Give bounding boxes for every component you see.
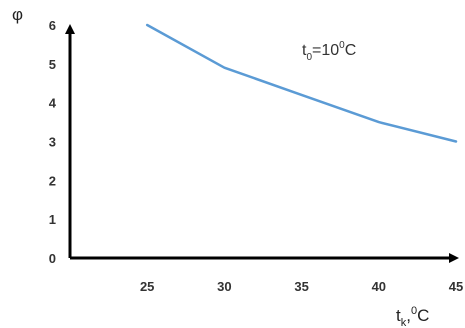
x-tick-labels: 25 30 35 40 45 <box>140 279 463 294</box>
annotation-sub: 0 <box>306 52 312 63</box>
y-axis-label: φ <box>12 5 23 24</box>
chart-annotation: t0=100C <box>302 40 356 63</box>
x-tick-label: 45 <box>449 279 463 294</box>
x-axis-label-unit: C <box>417 306 429 325</box>
y-tick-label: 0 <box>49 251 56 266</box>
y-tick-label: 4 <box>49 96 57 111</box>
y-tick-label: 3 <box>49 135 56 150</box>
y-tick-label: 2 <box>49 173 56 188</box>
x-axis-label-sep: , <box>406 306 411 325</box>
annotation-eq: =10 <box>312 42 339 59</box>
series-group <box>145 23 458 143</box>
x-axis-label-sub: k <box>401 317 407 328</box>
y-tick-labels: 0 1 2 3 4 5 6 <box>49 18 57 266</box>
y-tick-label: 5 <box>49 57 56 72</box>
y-tick-label: 6 <box>49 18 56 33</box>
x-axis-label-base: t <box>396 306 401 325</box>
x-tick-label: 40 <box>372 279 386 294</box>
annotation-base: t <box>302 42 307 59</box>
y-tick-label: 1 <box>49 212 56 227</box>
x-axis-label-sup: 0 <box>411 305 417 317</box>
x-axis-label: tk,0C <box>396 305 429 328</box>
x-tick-label: 25 <box>140 279 154 294</box>
annotation-sup: 0 <box>339 40 345 51</box>
annotation-unit: C <box>345 42 357 59</box>
x-tick-label: 30 <box>217 279 231 294</box>
x-tick-label: 35 <box>294 279 308 294</box>
